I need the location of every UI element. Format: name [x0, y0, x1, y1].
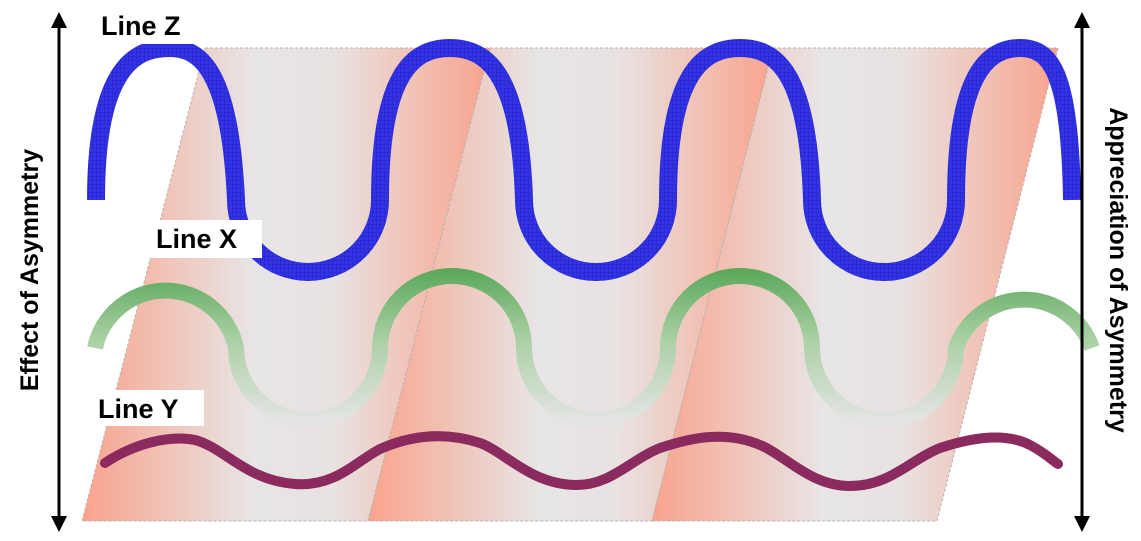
line-x-curve — [87, 268, 1100, 428]
right-axis-arrow — [1074, 12, 1090, 532]
line-z-label-bg — [95, 6, 207, 44]
line-x-label: Line X — [156, 224, 237, 254]
line-z-label: Line Z — [101, 11, 181, 41]
left-axis-label: Effect of Asymmetry — [16, 149, 44, 391]
left-axis-arrow — [51, 12, 67, 532]
line-y-curve — [100, 431, 1063, 492]
line-y-label: Line Y — [98, 394, 179, 424]
right-axis-label: Appreciation of Asymmetry — [1104, 107, 1132, 433]
line-x-label-bg — [150, 220, 262, 258]
line-y-label-bg — [92, 390, 204, 426]
